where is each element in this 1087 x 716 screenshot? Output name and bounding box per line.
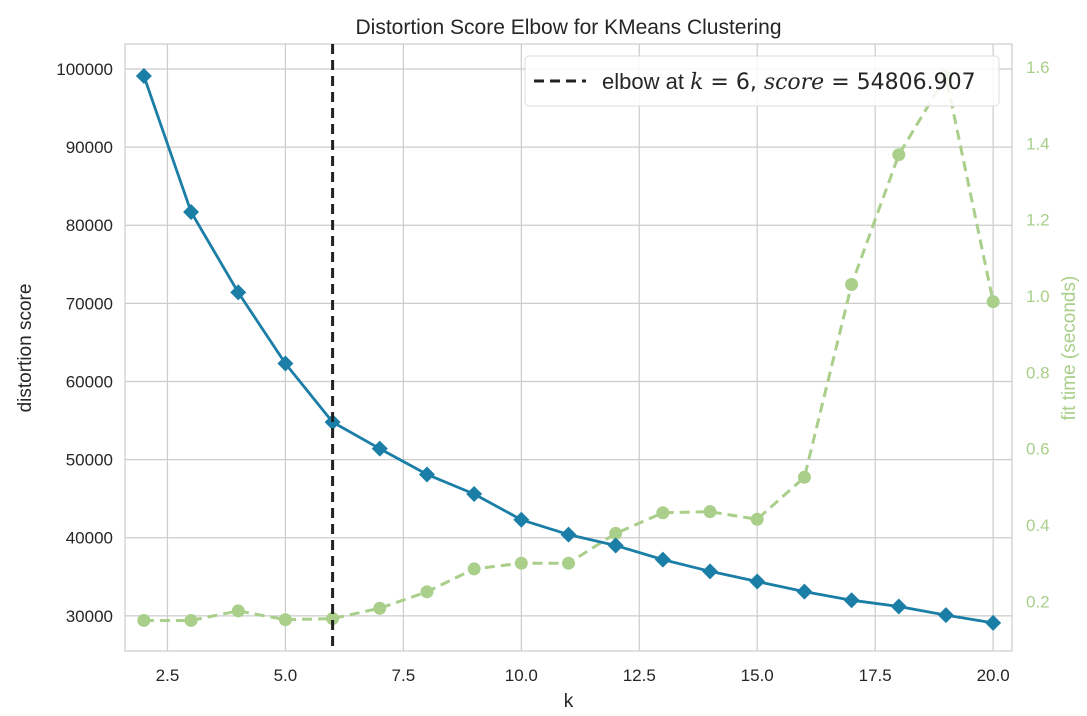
distortion-score-point: [890, 598, 907, 615]
distortion-score-point: [843, 592, 860, 609]
x-tick-label: 10.0: [505, 666, 538, 685]
grid: [125, 44, 1012, 651]
x-tick-label: 17.5: [859, 666, 892, 685]
legend-elbow-label: elbow at k = 6, score = 54806.907: [602, 69, 976, 95]
distortion-score-point: [607, 537, 624, 554]
fit-time-point: [373, 601, 387, 615]
series-layer: [135, 44, 1002, 651]
plot-frame: [124, 43, 1013, 652]
distortion-score-point: [371, 440, 388, 457]
distortion-score-point: [418, 466, 435, 483]
fit-time-point: [231, 604, 245, 618]
distortion-score-point: [796, 583, 813, 600]
distortion-score-point: [135, 68, 152, 85]
secondary-y-axis-label: fit time (seconds): [1059, 276, 1080, 421]
distortion-score-point: [749, 573, 766, 590]
fit-time-point: [562, 556, 575, 570]
y-tick-label: 50000: [66, 451, 113, 470]
fit-time-point: [845, 278, 859, 292]
fit-time-point: [656, 506, 670, 520]
fit-time-point: [703, 505, 717, 519]
y-tick-label: 40000: [66, 529, 113, 548]
x-tick-label: 7.5: [392, 666, 416, 685]
fit-time-point: [420, 585, 434, 599]
distortion-score-point: [277, 355, 294, 372]
distortion-score-point: [560, 526, 577, 543]
distortion-score-point: [183, 203, 200, 220]
x-tick-label: 12.5: [623, 666, 656, 685]
secondary-y-tick-label: 0.4: [1026, 516, 1050, 535]
fit-time-point: [137, 613, 151, 627]
tick-labels: 2.5 5.0 7.5 10.0 12.5 15.0 17.5 20.0 30000 40000 5…: [56, 58, 1049, 685]
fit-time-point: [184, 613, 198, 627]
secondary-y-tick-label: 1.6: [1026, 58, 1050, 77]
distortion-score-point: [466, 485, 483, 502]
y-tick-label: 60000: [66, 372, 113, 391]
legend-box: [524, 55, 1000, 107]
fit-time-point: [986, 295, 1000, 309]
y-tick-label: 70000: [66, 294, 113, 313]
legend-prefix: elbow at: [602, 69, 690, 94]
y-tick-label: 90000: [66, 138, 113, 157]
fit-time-point: [609, 526, 623, 540]
distortion-score-point: [230, 284, 247, 301]
y-tick-label: 30000: [66, 607, 113, 626]
secondary-y-tick-label: 1.4: [1026, 134, 1050, 153]
legend-k-symbol: k: [690, 70, 703, 95]
distortion-score-point: [985, 614, 1002, 631]
legend-k-value: = 6,: [703, 70, 763, 95]
x-axis-label: k: [564, 691, 574, 712]
y-tick-label: 100000: [56, 60, 113, 79]
secondary-y-tick-label: 1.0: [1026, 287, 1050, 306]
fit-time-point: [797, 470, 811, 484]
fit-time-point: [278, 613, 292, 627]
fit-time-point: [467, 562, 481, 576]
distortion-score-point: [324, 414, 341, 431]
secondary-y-tick-label: 0.6: [1026, 440, 1050, 459]
secondary-y-tick-label: 1.2: [1026, 211, 1050, 230]
distortion-score-point: [937, 607, 954, 624]
x-tick-label: 20.0: [977, 666, 1010, 685]
chart-title: Distortion Score Elbow for KMeans Cluste…: [355, 16, 781, 39]
fit-time-point: [750, 512, 764, 526]
distortion-score-point: [654, 551, 671, 568]
distortion-score-point: [702, 563, 719, 580]
legend-score-symbol: score: [764, 70, 824, 95]
x-tick-label: 5.0: [274, 666, 298, 685]
legend: elbow at k = 6, score = 54806.907: [524, 55, 1000, 107]
fit-time-point: [892, 148, 906, 162]
y-axis-label: distortion score: [15, 284, 36, 413]
distortion-score-point: [513, 511, 530, 528]
y-tick-label: 80000: [66, 216, 113, 235]
fit-time-point: [514, 556, 528, 570]
fit-time-point: [326, 612, 340, 626]
x-tick-label: 15.0: [741, 666, 774, 685]
legend-score-value: = 54806.907: [824, 70, 975, 95]
secondary-y-tick-label: 0.2: [1026, 592, 1050, 611]
x-tick-label: 2.5: [156, 666, 180, 685]
secondary-y-tick-label: 0.8: [1026, 363, 1050, 382]
